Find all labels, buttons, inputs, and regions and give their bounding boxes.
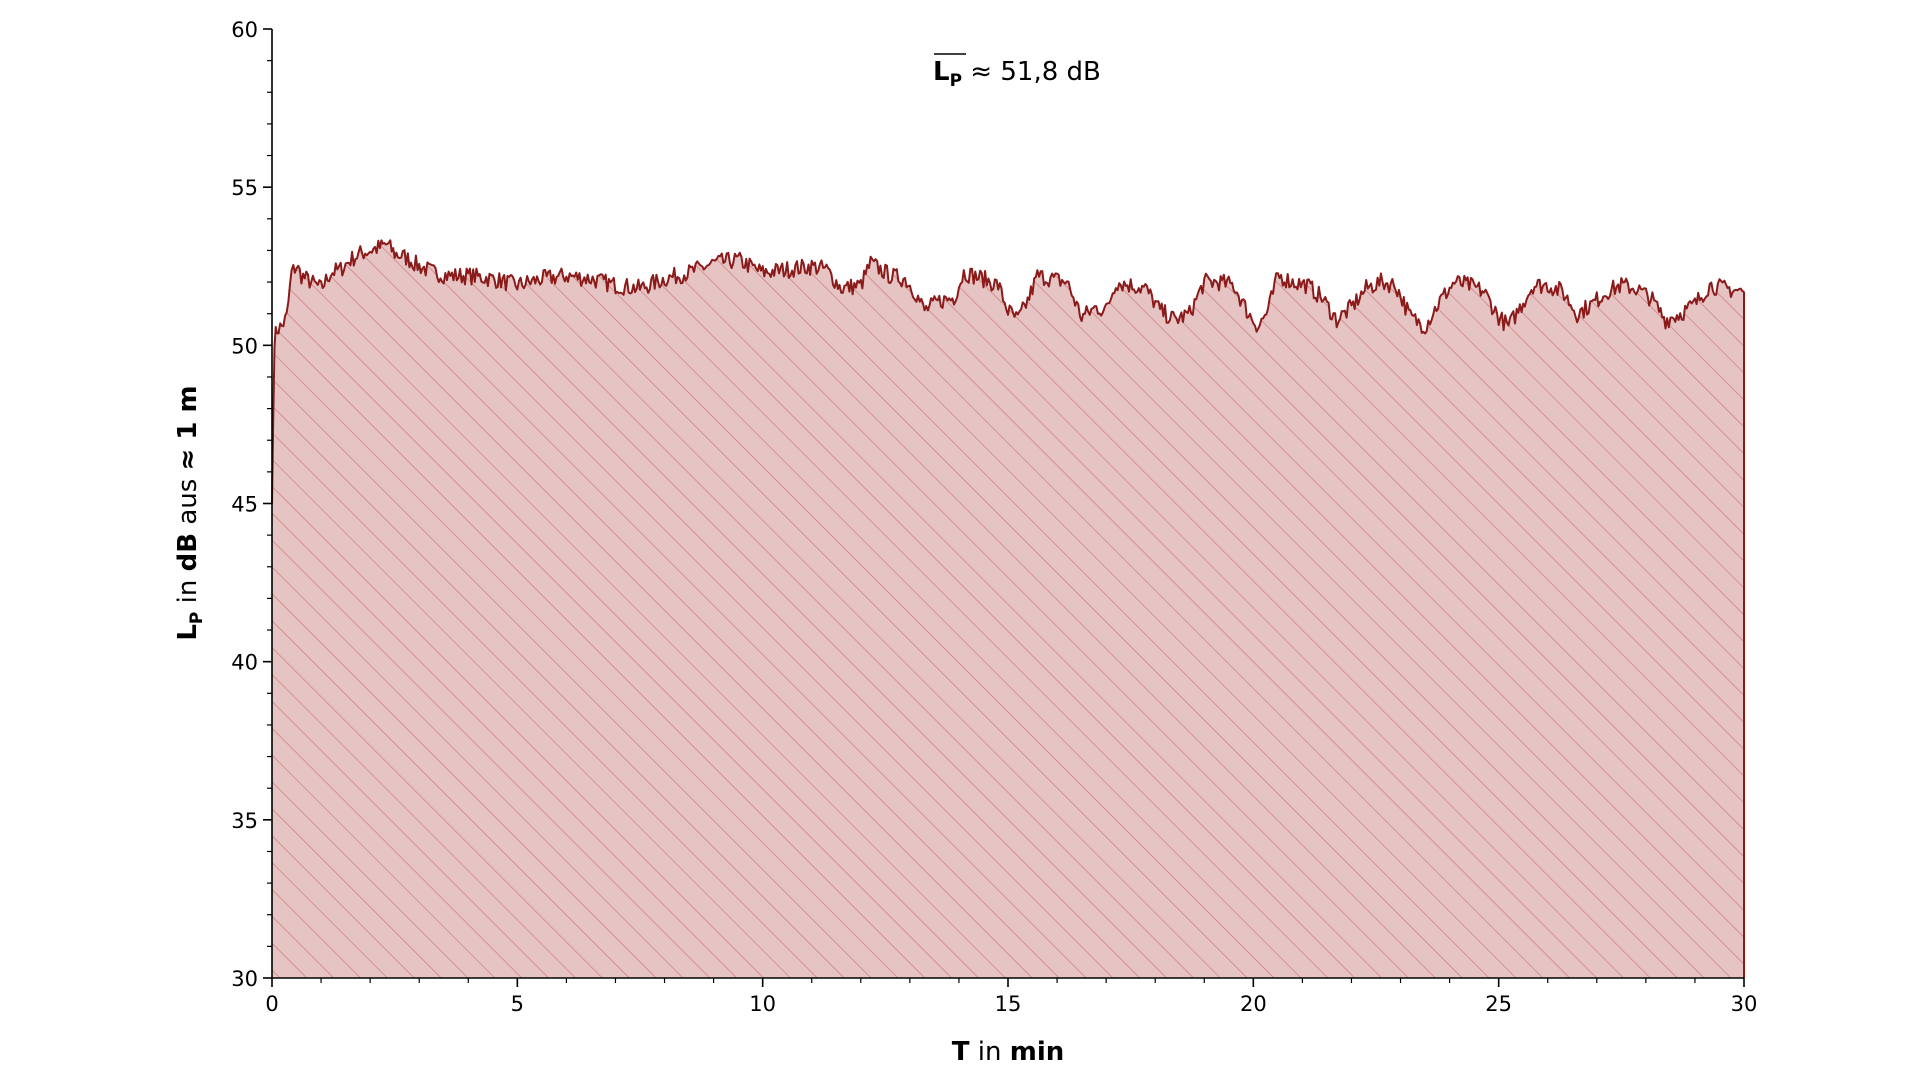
x-axis-title-in: in [970,1037,1010,1067]
x-tick-label: 25 [1485,992,1512,1016]
x-axis-ticks: 0 5 10 15 20 25 30 [265,978,1757,1016]
y-axis-title-unit: dB [173,533,203,571]
y-tick-label: 40 [231,651,258,675]
y-tick-label: 30 [231,967,258,991]
x-axis-title-unit: min [1010,1037,1065,1067]
y-tick-label: 35 [231,809,258,833]
x-tick-label: 20 [1240,992,1267,1016]
y-axis-title: LP in dB aus ≈ 1 m [173,385,207,640]
x-tick-label: 5 [511,992,524,1016]
y-tick-label: 55 [231,176,258,200]
x-axis-title: T in min [952,1037,1065,1067]
axes: 0 5 10 15 20 25 30 30 35 40 45 50 55 60 [231,18,1757,1016]
x-tick-label: 30 [1731,992,1758,1016]
annotation-subscript: P [950,71,962,91]
y-axis-title-subscript: P [187,612,207,624]
x-tick-label: 0 [265,992,278,1016]
mean-level-annotation: LP ≈ 51,8 dB [933,57,1101,91]
y-tick-label: 45 [231,493,258,517]
x-tick-label: 10 [749,992,776,1016]
plot-area [271,239,1745,979]
y-axis-title-in: in [173,571,203,611]
y-tick-label: 50 [231,334,258,358]
annotation-rest: ≈ 51,8 dB [962,57,1101,87]
x-tick-label: 15 [995,992,1022,1016]
y-axis-title-symbol: L [173,624,203,641]
area-hatch [272,240,1744,979]
annotation-symbol: L [933,57,950,87]
y-axis-title-aus: aus [173,470,203,533]
y-tick-label: 60 [231,18,258,42]
series-line [271,239,1745,504]
y-axis-title-distance: ≈ 1 m [173,385,203,470]
y-axis-ticks: 30 35 40 45 50 55 60 [231,18,272,991]
x-axis-title-symbol: T [952,1037,970,1067]
